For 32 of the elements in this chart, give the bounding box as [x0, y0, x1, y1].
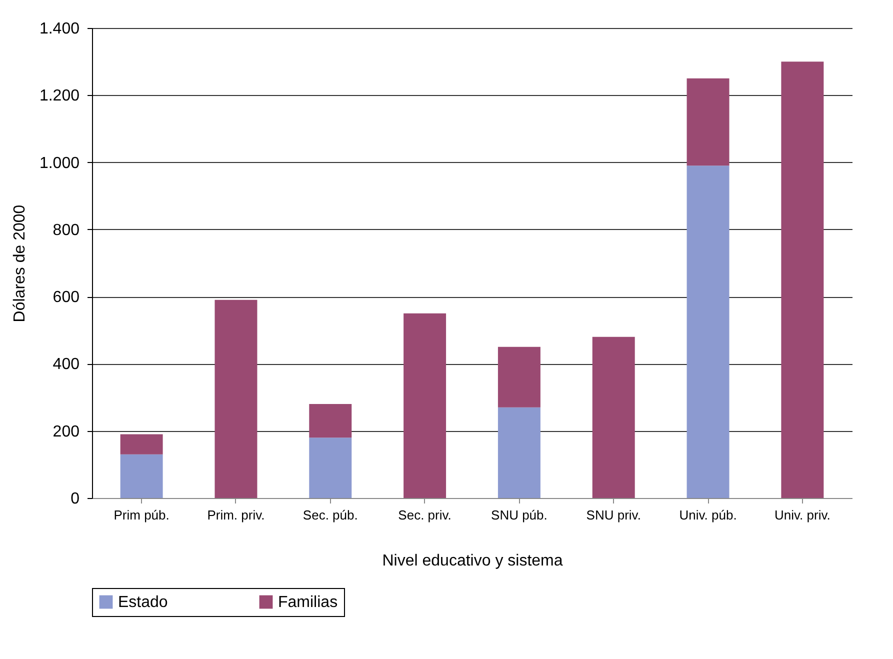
y-tick-label: 0 — [70, 490, 80, 508]
x-tick-label: Sec. púb. — [302, 508, 358, 522]
legend-label: Familias — [278, 594, 338, 611]
y-tick-label: 400 — [52, 356, 80, 374]
y-tick-label: 1.400 — [39, 20, 80, 38]
y-tick-label: 600 — [52, 289, 80, 306]
bar — [498, 346, 540, 408]
bar — [309, 438, 352, 498]
x-tick-label: Prim púb. — [114, 508, 170, 522]
bar — [309, 404, 352, 438]
y-tick-label: 800 — [52, 222, 80, 239]
x-tick-label: Sec. priv. — [398, 508, 452, 522]
y-tick-label: 200 — [52, 423, 80, 440]
bar — [498, 407, 540, 498]
x-tick-label: Prim. priv. — [207, 508, 265, 522]
bar — [404, 313, 446, 498]
x-tick-label: Univ. priv. — [774, 508, 830, 522]
x-tick-label: SNU priv. — [586, 508, 641, 522]
y-tick-label: 1.200 — [39, 88, 80, 105]
bar — [214, 300, 258, 498]
bar — [120, 454, 163, 498]
x-tick-label: SNU púb. — [491, 508, 548, 522]
y-axis-title: Dólares de 2000 — [11, 204, 28, 322]
bar — [686, 166, 730, 498]
y-tick-label: 1.000 — [39, 154, 80, 172]
x-axis-title: Nivel educativo y sistema — [382, 552, 563, 570]
bar — [686, 78, 730, 166]
bar — [592, 336, 635, 498]
x-tick-label: Univ. púb. — [679, 508, 737, 522]
legend-label: Estado — [118, 594, 168, 611]
bar — [120, 434, 163, 454]
bar — [781, 62, 824, 498]
